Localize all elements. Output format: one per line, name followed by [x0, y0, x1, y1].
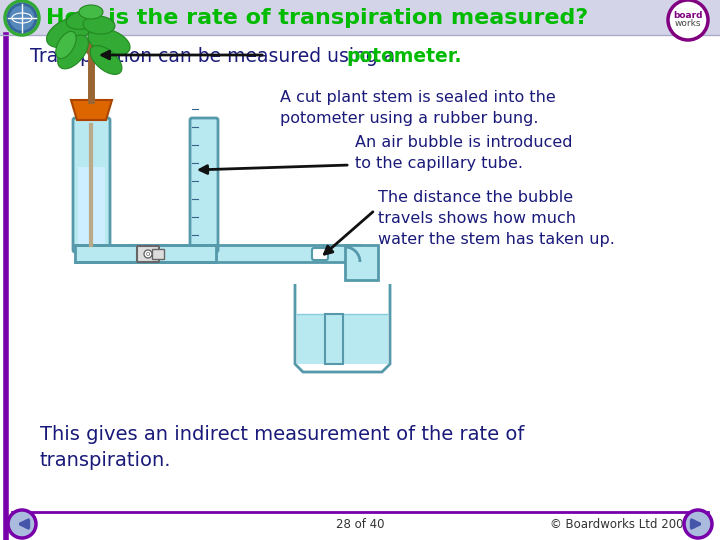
Text: board: board	[673, 11, 703, 21]
FancyBboxPatch shape	[190, 118, 218, 252]
Polygon shape	[55, 31, 76, 58]
Text: Transpiration can be measured using a: Transpiration can be measured using a	[30, 46, 401, 65]
Text: A cut plant stem is sealed into the
potometer using a rubber bung.: A cut plant stem is sealed into the poto…	[280, 90, 556, 126]
FancyBboxPatch shape	[345, 245, 378, 280]
Polygon shape	[88, 29, 130, 56]
Circle shape	[8, 510, 36, 538]
Circle shape	[8, 4, 36, 32]
Text: o: o	[146, 251, 150, 257]
FancyBboxPatch shape	[0, 0, 720, 35]
Polygon shape	[66, 11, 100, 29]
Text: The distance the bubble
travels shows how much
water the stem has taken up.: The distance the bubble travels shows ho…	[378, 190, 615, 247]
FancyBboxPatch shape	[325, 314, 343, 364]
Text: © Boardworks Ltd 2007: © Boardworks Ltd 2007	[549, 517, 690, 530]
Circle shape	[144, 250, 152, 258]
FancyBboxPatch shape	[297, 314, 388, 364]
Polygon shape	[71, 100, 112, 120]
Text: works: works	[675, 19, 701, 29]
Text: This gives an indirect measurement of the rate of
transpiration.: This gives an indirect measurement of th…	[40, 425, 524, 470]
Circle shape	[668, 0, 708, 40]
Text: 28 of 40: 28 of 40	[336, 517, 384, 530]
Circle shape	[684, 510, 712, 538]
FancyBboxPatch shape	[212, 245, 360, 262]
FancyBboxPatch shape	[75, 245, 216, 262]
Text: How is the rate of transpiration measured?: How is the rate of transpiration measure…	[46, 8, 588, 28]
Polygon shape	[47, 16, 91, 48]
FancyBboxPatch shape	[78, 167, 105, 247]
Text: potometer.: potometer.	[346, 46, 462, 65]
FancyBboxPatch shape	[73, 118, 110, 252]
FancyBboxPatch shape	[312, 248, 328, 260]
Polygon shape	[83, 16, 115, 34]
Polygon shape	[58, 35, 89, 69]
Polygon shape	[79, 5, 103, 19]
Polygon shape	[90, 45, 122, 75]
FancyBboxPatch shape	[137, 246, 159, 262]
Text: An air bubble is introduced
to the capillary tube.: An air bubble is introduced to the capil…	[355, 135, 572, 171]
FancyBboxPatch shape	[152, 249, 164, 259]
